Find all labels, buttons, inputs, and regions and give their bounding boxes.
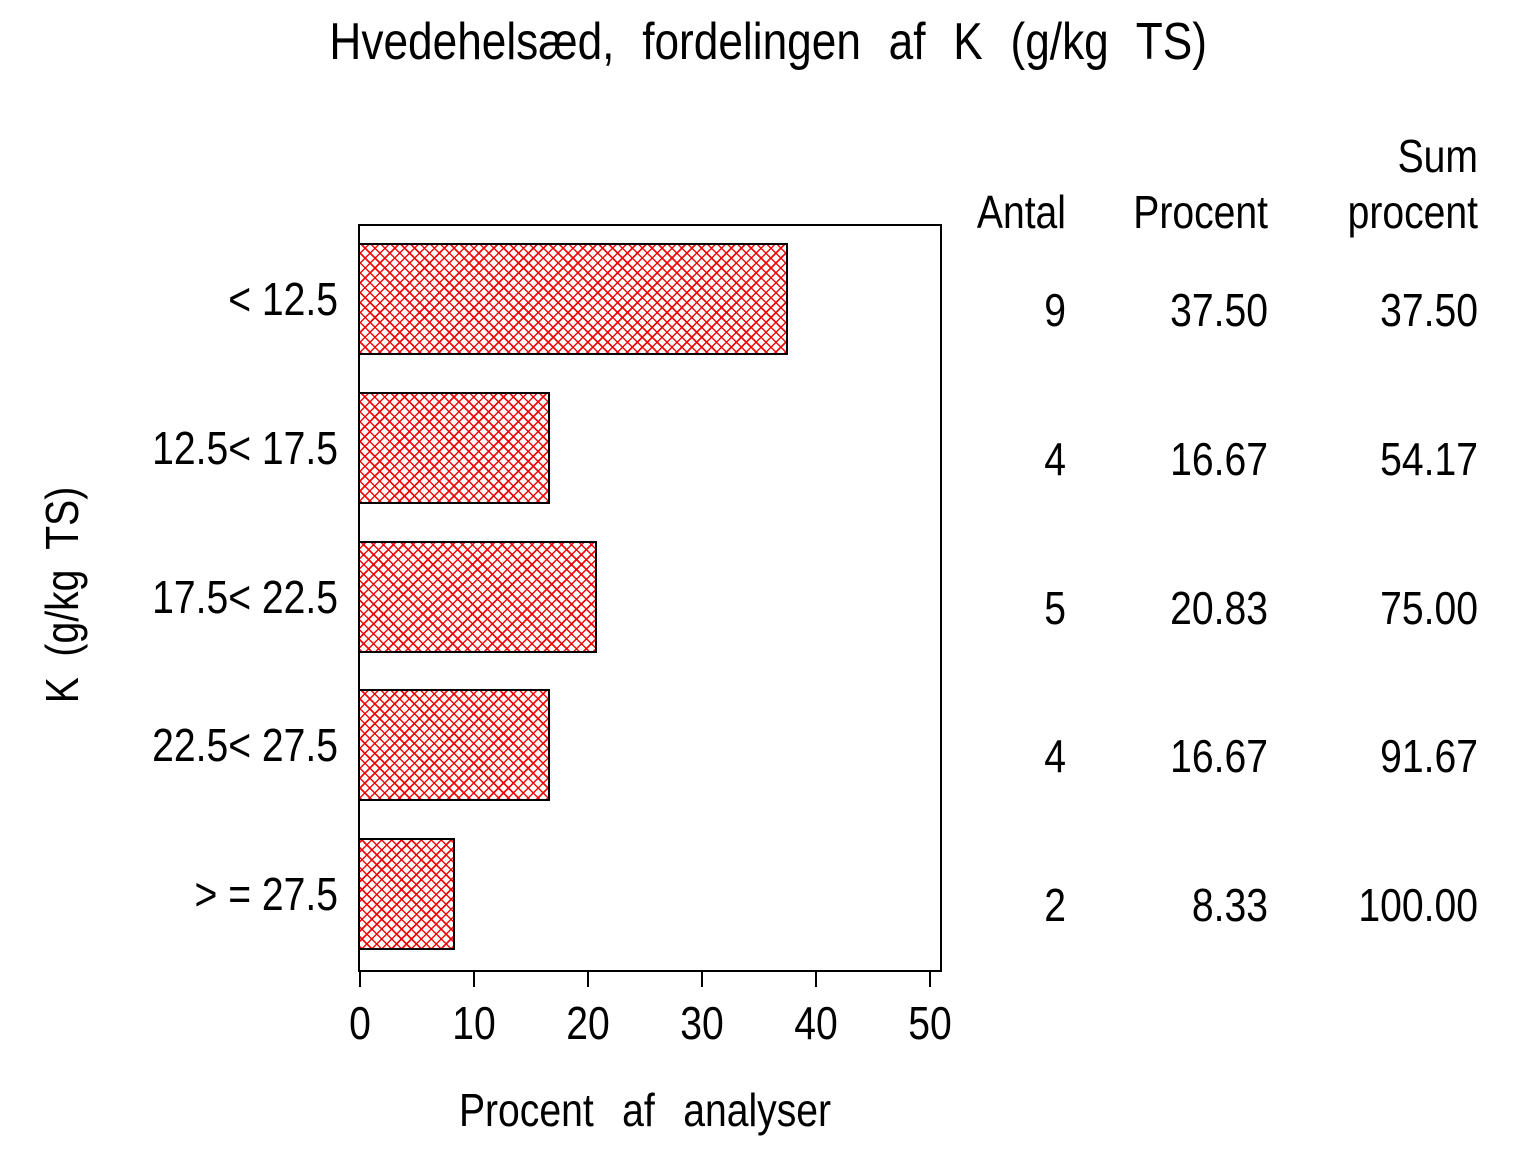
chart-title: Hvedehelsæd, fordelingen af K (g/kg TS) xyxy=(0,12,1536,72)
table-cell-antal: 2 xyxy=(1044,879,1066,931)
x-axis-tick-label: 0 xyxy=(349,997,371,1049)
bar xyxy=(360,541,597,653)
x-axis-tick xyxy=(359,970,361,987)
table-header-sum-line2: procent xyxy=(1347,186,1478,238)
table-cell-antal: 9 xyxy=(1044,284,1066,336)
chart-title-text: Hvedehelsæd, fordelingen af K (g/kg TS) xyxy=(329,13,1207,71)
table-cell-sum_procent: 54.17 xyxy=(1380,433,1478,485)
x-axis-tick-label: 50 xyxy=(908,997,952,1049)
x-axis-tick-label: 30 xyxy=(680,997,724,1049)
table-cell-sum_procent: 91.67 xyxy=(1380,730,1478,782)
category-label: > = 27.5 xyxy=(194,868,338,920)
table-cell-sum_procent: 75.00 xyxy=(1380,582,1478,634)
x-axis-tick-label: 10 xyxy=(452,997,496,1049)
x-axis-tick xyxy=(587,970,589,987)
table-cell-antal: 5 xyxy=(1044,582,1066,634)
table-cell-procent: 16.67 xyxy=(1170,730,1268,782)
table-header-procent: Procent xyxy=(1133,186,1268,238)
table-cell-antal: 4 xyxy=(1044,433,1066,485)
x-axis-tick xyxy=(929,970,931,987)
category-label: 17.5< 22.5 xyxy=(152,571,338,623)
table-header-antal: Antal xyxy=(976,186,1066,238)
table-cell-procent: 20.83 xyxy=(1170,582,1268,634)
table-cell-procent: 8.33 xyxy=(1191,879,1268,931)
bar xyxy=(360,243,788,355)
x-axis-tick xyxy=(473,970,475,987)
x-axis-tick-label: 20 xyxy=(566,997,610,1049)
table-cell-sum_procent: 100.00 xyxy=(1358,879,1478,931)
x-axis-tick xyxy=(701,970,703,987)
category-label: < 12.5 xyxy=(228,273,338,325)
bar xyxy=(360,392,550,504)
table-header-sum-line1: Sum xyxy=(1397,130,1478,182)
table-cell-procent: 16.67 xyxy=(1170,433,1268,485)
table-cell-sum_procent: 37.50 xyxy=(1380,284,1478,336)
x-axis-label: Procent af analyser xyxy=(458,1084,832,1136)
x-axis-tick-label: 40 xyxy=(794,997,838,1049)
bar xyxy=(360,689,550,801)
bar xyxy=(360,838,455,950)
table-cell-procent: 37.50 xyxy=(1170,284,1268,336)
table-cell-antal: 4 xyxy=(1044,730,1066,782)
category-label: 12.5< 17.5 xyxy=(152,422,338,474)
category-label: 22.5< 27.5 xyxy=(152,719,338,771)
x-axis-tick xyxy=(815,970,817,987)
